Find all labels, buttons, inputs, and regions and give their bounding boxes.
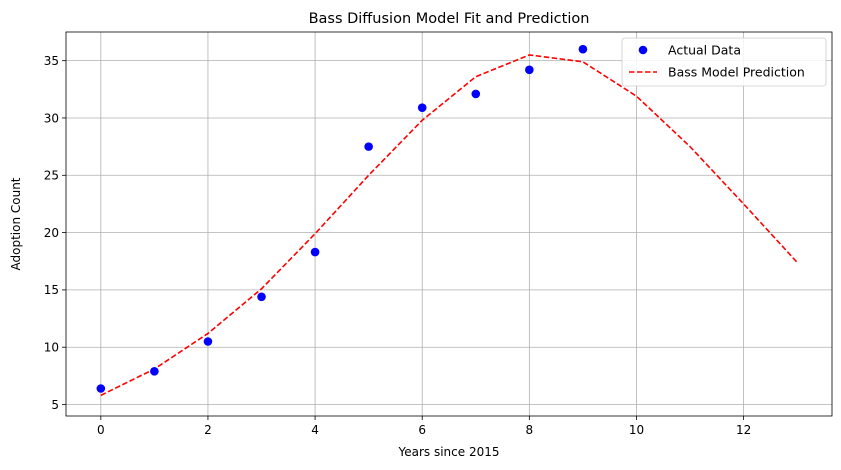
y-tick-label-10: 10: [44, 341, 59, 355]
plot-area-frame: [65, 31, 833, 417]
x-tick-label-2: 2: [204, 423, 212, 437]
data-point-3: [257, 292, 266, 302]
legend-label-actual-data: Actual Data: [668, 43, 741, 58]
legend-label-bass-model-prediction: Bass Model Prediction: [668, 65, 805, 80]
y-tick-label-20: 20: [44, 226, 59, 240]
y-axis-ticks: 5 10 15 20 25 30 35: [44, 54, 66, 412]
data-point-7: [471, 89, 481, 99]
x-tick-label-6: 6: [418, 423, 426, 437]
legend-marker-actual-data: [638, 45, 648, 55]
data-point-2: [203, 337, 213, 346]
x-tick-label-0: 0: [97, 423, 105, 437]
data-point-0: [96, 384, 106, 393]
data-point-8: [525, 65, 534, 75]
x-tick-label-4: 4: [311, 423, 319, 437]
data-point-6: [417, 103, 427, 112]
y-tick-label-25: 25: [44, 169, 59, 183]
data-points-layer: [96, 44, 588, 393]
chart-title: Bass Diffusion Model Fit and Prediction: [309, 11, 590, 27]
x-tick-label-12: 12: [736, 423, 751, 437]
prediction-line-layer: [100, 54, 798, 397]
y-tick-label-5: 5: [51, 398, 59, 412]
data-point-9: [578, 44, 588, 54]
legend: Actual Data Bass Model Prediction: [621, 37, 827, 87]
x-axis-ticks: 0 2 4 6 8 10 12: [97, 416, 751, 437]
data-point-4: [310, 247, 320, 257]
x-axis-label: Years since 2015: [398, 445, 500, 459]
grid: [66, 32, 832, 416]
y-tick-label-15: 15: [44, 283, 59, 297]
x-tick-label-8: 8: [526, 423, 534, 437]
data-point-1: [150, 366, 159, 376]
prediction-line: [100, 54, 798, 397]
y-axis-label: Adoption Count: [9, 177, 23, 270]
y-tick-label-30: 30: [44, 111, 59, 125]
y-tick-label-35: 35: [44, 54, 59, 68]
legend-box: [621, 37, 827, 87]
data-point-5: [364, 142, 373, 151]
x-tick-label-10: 10: [629, 423, 644, 437]
